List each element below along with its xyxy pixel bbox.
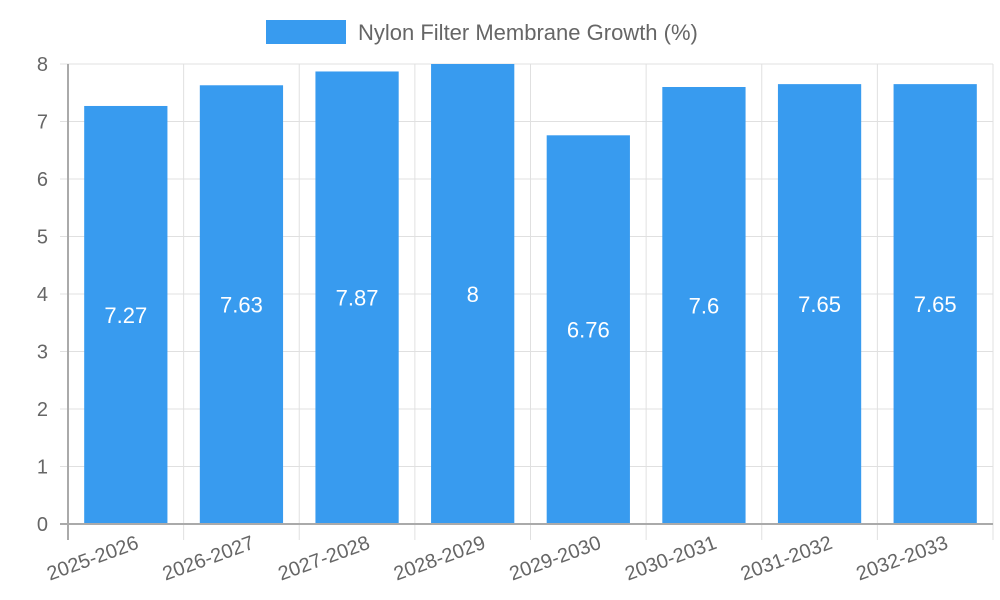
y-tick-label: 1 — [37, 457, 48, 479]
bar-value-label: 7.6 — [689, 294, 720, 319]
x-tick-label: 2028-2029 — [391, 532, 488, 585]
bar-value-label: 8 — [467, 282, 479, 307]
legend-swatch — [266, 20, 346, 44]
y-tick-label: 8 — [37, 54, 48, 76]
bar-value-label: 6.76 — [567, 318, 610, 343]
y-axis-ticks: 0 1 2 3 4 5 6 7 8 — [37, 54, 48, 536]
y-tick-label: 2 — [37, 399, 48, 421]
x-tick-label: 2025-2026 — [44, 532, 141, 585]
y-tick-label: 3 — [37, 342, 48, 364]
bar[interactable] — [662, 87, 746, 524]
bar[interactable] — [431, 64, 515, 524]
bar-value-label: 7.63 — [220, 293, 263, 318]
bar[interactable] — [199, 85, 284, 525]
bars: 7.27 7.63 7.87 8 6.76 7.6 7.65 7.65 — [84, 64, 977, 525]
y-tick-label: 4 — [37, 284, 48, 306]
x-tick-label: 2027-2028 — [275, 532, 372, 585]
bar-value-label: 7.65 — [914, 292, 957, 317]
x-tick-label: 2026-2027 — [160, 532, 257, 585]
x-tick-label: 2029-2030 — [507, 532, 604, 585]
bar[interactable] — [84, 105, 168, 524]
bar[interactable] — [315, 71, 399, 524]
bar[interactable] — [546, 135, 630, 525]
bar-value-label: 7.65 — [798, 292, 841, 317]
bar[interactable] — [893, 84, 977, 524]
bar-value-label: 7.87 — [336, 286, 379, 311]
y-tick-label: 5 — [37, 227, 48, 249]
x-tick-label: 2030-2031 — [622, 532, 719, 585]
bar[interactable] — [777, 84, 862, 524]
y-tick-label: 0 — [37, 514, 48, 536]
y-tick-label: 7 — [37, 112, 48, 134]
x-tick-label: 2032-2033 — [853, 532, 950, 585]
legend[interactable]: Nylon Filter Membrane Growth (%) — [266, 20, 698, 45]
axes — [60, 64, 993, 540]
bar-value-label: 7.27 — [104, 303, 147, 328]
y-tick-label: 6 — [37, 169, 48, 191]
x-axis-ticks: 2025-2026 2026-2027 2027-2028 2028-2029 2029… — [44, 532, 951, 585]
x-tick-label: 2031-2032 — [738, 532, 835, 585]
legend-label: Nylon Filter Membrane Growth (%) — [358, 20, 698, 45]
